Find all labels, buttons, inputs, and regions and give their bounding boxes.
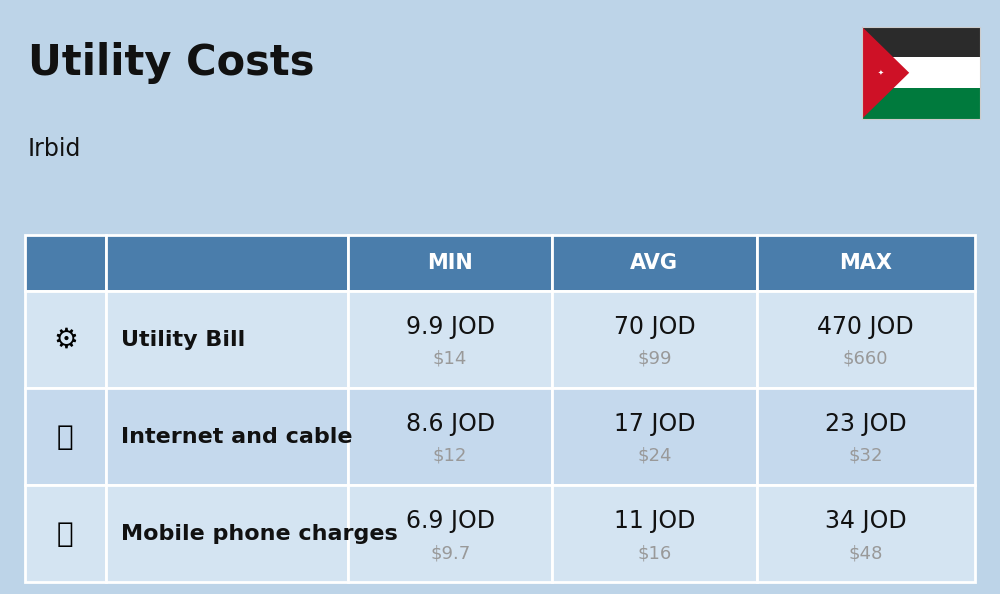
- Bar: [348, 485, 552, 582]
- Bar: [25, 388, 106, 485]
- Text: $48: $48: [849, 544, 883, 562]
- Text: 470 JOD: 470 JOD: [817, 315, 914, 339]
- Bar: [862, 58, 980, 88]
- Bar: [106, 291, 348, 388]
- Bar: [552, 291, 757, 388]
- Bar: [757, 235, 975, 291]
- Text: Irbid: Irbid: [28, 137, 81, 160]
- Text: $16: $16: [637, 544, 671, 562]
- Text: $24: $24: [637, 447, 672, 465]
- Bar: [348, 291, 552, 388]
- Polygon shape: [862, 27, 909, 119]
- Text: 23 JOD: 23 JOD: [825, 412, 907, 436]
- Text: AVG: AVG: [630, 253, 678, 273]
- Text: Mobile phone charges: Mobile phone charges: [121, 523, 398, 544]
- Bar: [757, 388, 975, 485]
- Text: 8.6 JOD: 8.6 JOD: [406, 412, 495, 436]
- Text: Utility Costs: Utility Costs: [28, 42, 314, 84]
- Bar: [25, 485, 106, 582]
- Text: $660: $660: [843, 350, 888, 368]
- Text: 70 JOD: 70 JOD: [614, 315, 695, 339]
- Bar: [348, 388, 552, 485]
- Text: 📱: 📱: [57, 520, 74, 548]
- Text: MIN: MIN: [427, 253, 473, 273]
- Bar: [552, 485, 757, 582]
- Bar: [552, 235, 757, 291]
- Bar: [862, 27, 980, 119]
- Bar: [348, 235, 552, 291]
- Bar: [552, 388, 757, 485]
- Bar: [862, 88, 980, 119]
- Text: 17 JOD: 17 JOD: [614, 412, 695, 436]
- Bar: [25, 235, 106, 291]
- Text: 9.9 JOD: 9.9 JOD: [406, 315, 495, 339]
- Text: $99: $99: [637, 350, 672, 368]
- Text: ✦: ✦: [878, 69, 884, 76]
- Text: $32: $32: [848, 447, 883, 465]
- Text: 11 JOD: 11 JOD: [614, 509, 695, 533]
- Text: MAX: MAX: [839, 253, 892, 273]
- Text: 📡: 📡: [57, 422, 74, 451]
- Bar: [757, 291, 975, 388]
- Bar: [757, 485, 975, 582]
- Bar: [106, 388, 348, 485]
- Text: $14: $14: [433, 350, 467, 368]
- Bar: [862, 27, 980, 58]
- Text: ⚙: ⚙: [53, 326, 78, 353]
- Text: Utility Bill: Utility Bill: [121, 330, 245, 350]
- Text: $12: $12: [433, 447, 467, 465]
- Text: 34 JOD: 34 JOD: [825, 509, 907, 533]
- Text: 6.9 JOD: 6.9 JOD: [406, 509, 495, 533]
- Text: $9.7: $9.7: [430, 544, 470, 562]
- Bar: [25, 291, 106, 388]
- Bar: [106, 485, 348, 582]
- Text: Internet and cable: Internet and cable: [121, 426, 352, 447]
- Bar: [106, 235, 348, 291]
